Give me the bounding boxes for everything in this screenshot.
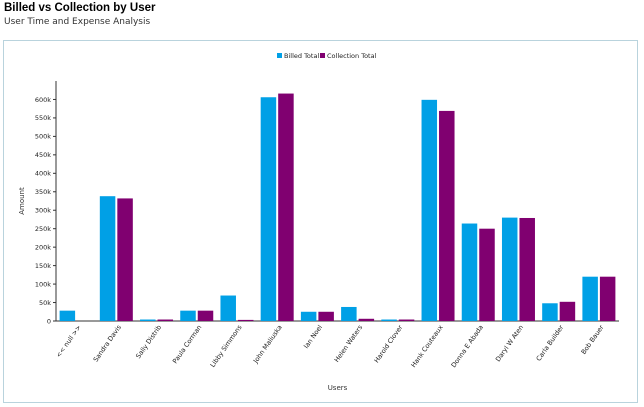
x-tick-label: Donna E Abada <box>450 324 485 370</box>
billed-bar[interactable] <box>99 196 116 321</box>
page-subtitle: User Time and Expense Analysis <box>4 17 151 27</box>
collection-bar[interactable] <box>117 198 133 321</box>
y-tick-label: 450k <box>35 151 51 159</box>
y-tick-label: 550k <box>35 114 51 122</box>
collection-bar[interactable] <box>318 311 334 321</box>
x-tick-label: Paula Corman <box>171 324 203 366</box>
x-tick-label: Libby Simmons <box>209 323 244 369</box>
billed-bar[interactable] <box>180 310 196 321</box>
x-axis-title: Users <box>328 384 348 392</box>
billed-bar[interactable] <box>300 311 317 321</box>
chart-legend[interactable]: Billed Total Collection Total <box>277 52 377 60</box>
y-tick-label: 100k <box>35 280 51 288</box>
billed-bar[interactable] <box>421 99 438 321</box>
y-tick-label: 200k <box>35 243 51 251</box>
legend-swatch-collection <box>320 53 325 58</box>
y-tick-label: 150k <box>35 262 51 270</box>
collection-bar[interactable] <box>479 228 495 321</box>
billed-bar[interactable] <box>461 223 478 321</box>
bars <box>59 93 616 322</box>
billed-bar[interactable] <box>59 310 76 321</box>
y-tick-label: 600k <box>35 96 51 104</box>
x-tick-label: Bob Bauer <box>580 323 606 356</box>
billed-bar[interactable] <box>582 276 598 321</box>
billed-bar[interactable] <box>220 295 236 321</box>
legend-label-billed[interactable]: Billed Total <box>284 52 319 60</box>
x-tick-label: John Maliuska <box>251 324 284 366</box>
collection-bar[interactable] <box>237 319 254 321</box>
collection-bar[interactable] <box>439 110 455 322</box>
x-tick-label: << null >> <box>55 324 83 360</box>
y-tick-label: 0 <box>47 317 51 325</box>
y-tick-label: 500k <box>35 133 51 141</box>
legend-swatch-billed <box>277 53 282 58</box>
x-tick-label: Harold Clover <box>373 323 405 364</box>
billed-bar[interactable] <box>341 306 357 321</box>
billed-bar[interactable] <box>542 303 558 321</box>
collection-bar[interactable] <box>398 319 415 321</box>
x-tick-label: Sandra Davis <box>92 323 124 363</box>
y-axis: 0 50k 100k 150k 200k 250k 300k 350k 400k 450k 500k… <box>35 81 57 325</box>
collection-bar[interactable] <box>278 93 294 321</box>
x-tick-label: Carla Builder <box>535 323 566 362</box>
collection-bar[interactable] <box>197 310 214 321</box>
collection-bar[interactable] <box>559 301 576 321</box>
billed-bar[interactable] <box>501 217 518 321</box>
billed-bar[interactable] <box>381 319 397 321</box>
billed-bar[interactable] <box>140 319 156 321</box>
chart-panel: Billed Total Collection Total 0 50k 100k 150… <box>3 40 638 403</box>
x-tick-label: Ian Noel <box>302 323 324 350</box>
x-tick-label: Daryl W Aten <box>494 324 525 364</box>
bar-chart: Billed Total Collection Total 0 50k 100k 150… <box>18 52 619 392</box>
collection-bar[interactable] <box>599 276 616 321</box>
legend-label-collection[interactable]: Collection Total <box>327 52 377 60</box>
collection-bar[interactable] <box>358 318 375 321</box>
collection-bar[interactable] <box>519 217 535 321</box>
y-tick-label: 300k <box>35 207 51 215</box>
x-tick-label: Sally Distrib <box>134 324 163 361</box>
x-tick-label: Helen Waters <box>333 323 365 364</box>
page-title: Billed vs Collection by User <box>4 2 156 14</box>
y-tick-label: 400k <box>35 170 51 178</box>
y-tick-label: 250k <box>35 225 51 233</box>
x-tick-label: Hank Couteaux <box>409 323 444 369</box>
y-tick-label: 350k <box>35 188 51 196</box>
collection-bar[interactable] <box>157 319 174 321</box>
y-axis-title: Amount <box>18 187 26 215</box>
x-axis: << null >> Sandra Davis Sally Distrib Paula… <box>55 320 619 370</box>
billed-bar[interactable] <box>260 97 277 321</box>
y-tick-label: 50k <box>39 299 51 307</box>
